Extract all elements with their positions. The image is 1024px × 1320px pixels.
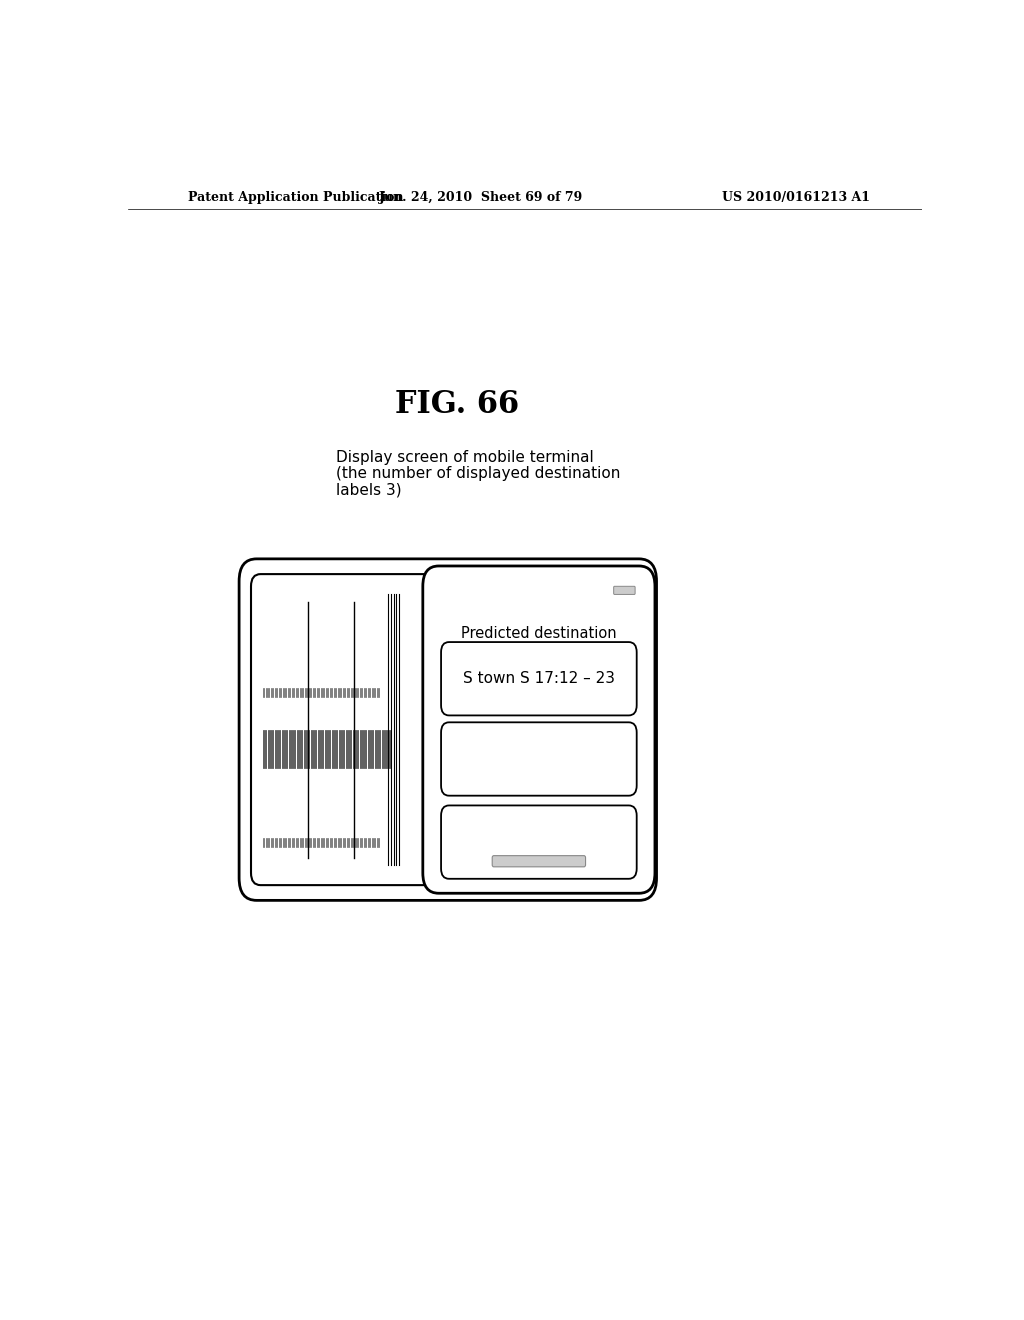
- FancyBboxPatch shape: [240, 558, 656, 900]
- FancyBboxPatch shape: [251, 574, 440, 886]
- Text: Predicted destination: Predicted destination: [461, 626, 616, 642]
- Bar: [250, 573, 645, 886]
- FancyBboxPatch shape: [613, 586, 635, 594]
- FancyBboxPatch shape: [423, 566, 655, 894]
- Text: (the number of displayed destination: (the number of displayed destination: [336, 466, 621, 480]
- FancyBboxPatch shape: [441, 722, 637, 796]
- Text: Jun. 24, 2010  Sheet 69 of 79: Jun. 24, 2010 Sheet 69 of 79: [379, 190, 584, 203]
- Text: labels 3): labels 3): [336, 482, 401, 498]
- Bar: [246, 568, 650, 892]
- Text: Patent Application Publication: Patent Application Publication: [187, 190, 403, 203]
- Text: Display screen of mobile terminal: Display screen of mobile terminal: [336, 450, 594, 465]
- FancyBboxPatch shape: [441, 642, 637, 715]
- Text: US 2010/0161213 A1: US 2010/0161213 A1: [722, 190, 870, 203]
- FancyBboxPatch shape: [493, 855, 586, 867]
- Text: S town S 17:12 – 23: S town S 17:12 – 23: [463, 672, 614, 686]
- FancyBboxPatch shape: [441, 805, 637, 879]
- Text: FIG. 66: FIG. 66: [395, 389, 519, 420]
